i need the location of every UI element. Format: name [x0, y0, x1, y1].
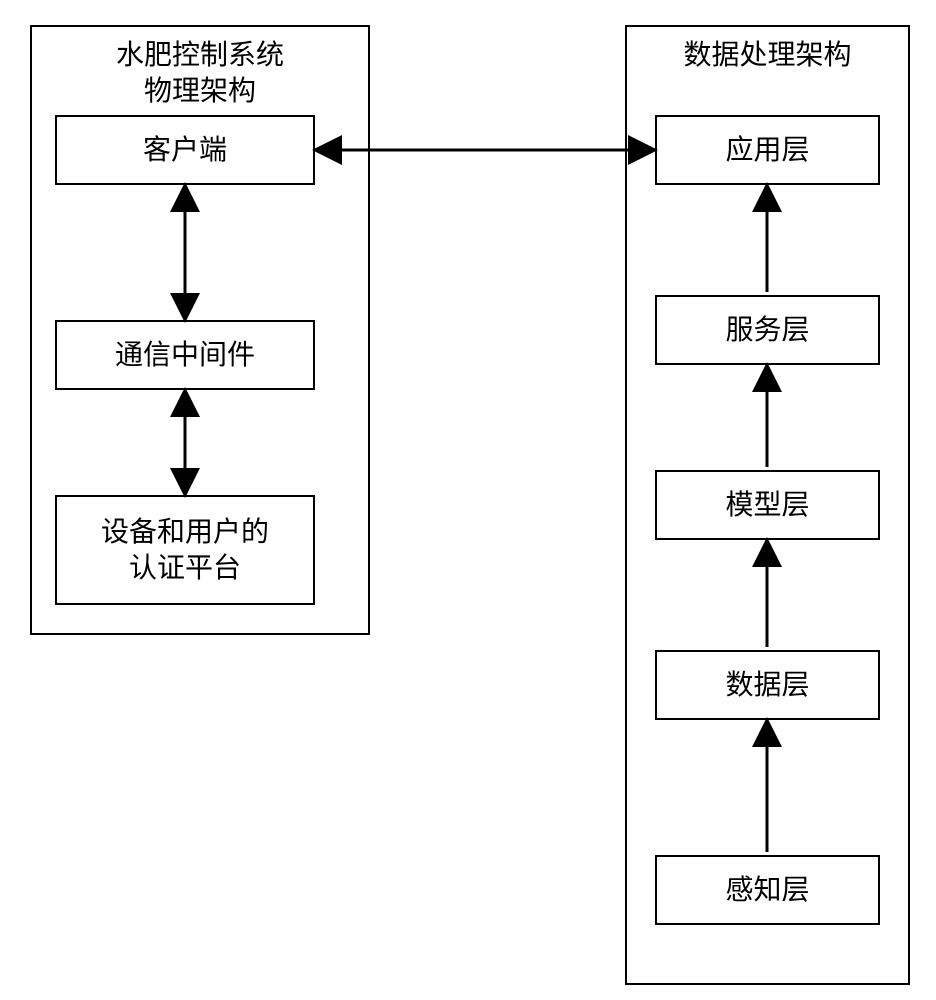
- arrows-layer: [0, 0, 936, 1000]
